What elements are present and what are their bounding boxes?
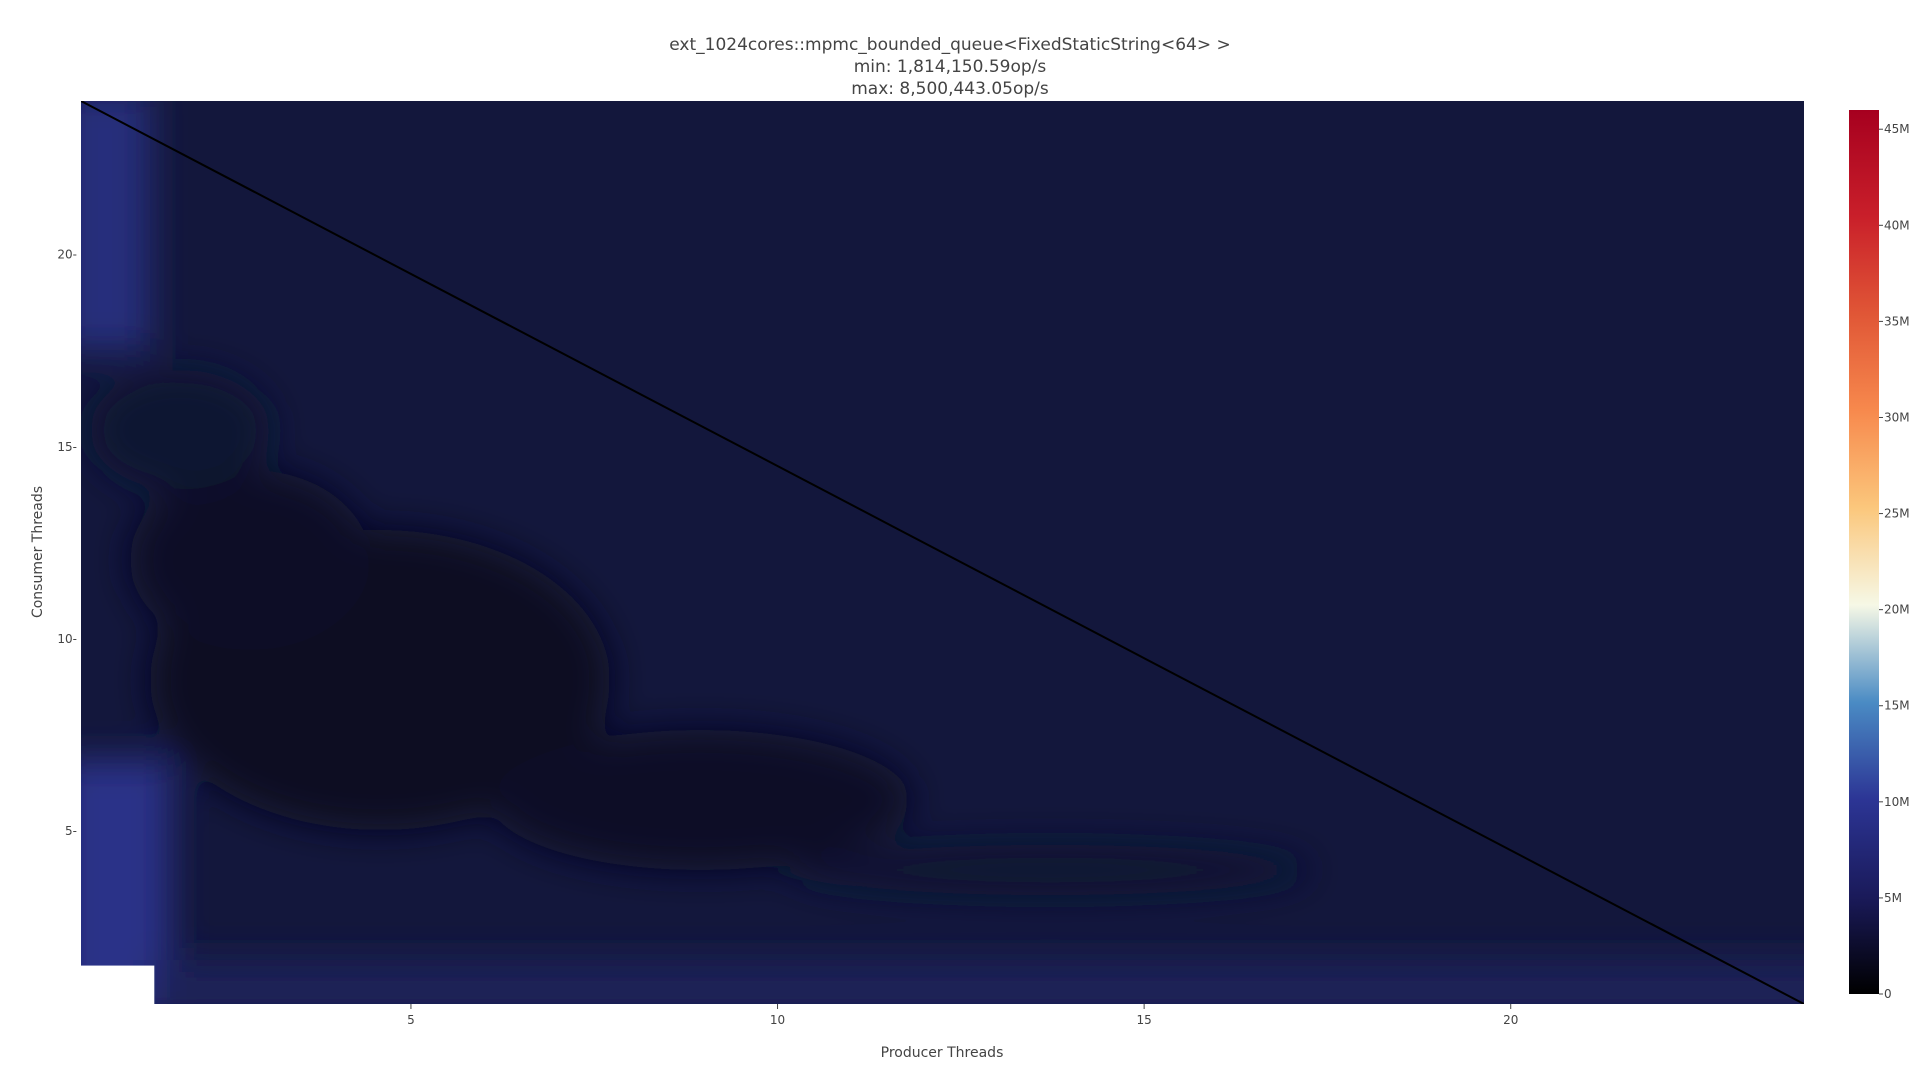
colorbar-tick-label: 25M: [1884, 507, 1910, 521]
chart-subtitle-max: max: 8,500,443.05op/s: [851, 79, 1049, 99]
x-axis-title: Producer Threads: [881, 1045, 1004, 1061]
colorbar-tick-label: 35M: [1884, 314, 1910, 328]
x-tick-label: 20: [1503, 1013, 1518, 1027]
y-tick-label: 5-: [65, 824, 77, 838]
colorbar-tick-label: 30M: [1884, 410, 1910, 424]
heatmap-dark-region: [790, 845, 1310, 895]
heatmap-dark-region: [490, 730, 910, 870]
heatmap-shading: [81, 101, 1804, 1004]
heatmap-bright-bottom-row: [150, 960, 1804, 1004]
heatmap-dark-region: [130, 470, 370, 650]
y-tick-label: 15-: [57, 440, 77, 454]
colorbar: 0 5M 10M 15M 20M 25M 30M 35M 40M 45M: [1849, 110, 1910, 1001]
colorbar-tick-label: 10M: [1884, 795, 1910, 809]
colorbar-ticks: 0 5M 10M 15M 20M 25M 30M 35M 40M 45M: [1879, 122, 1910, 1001]
colorbar-tick-label: 5M: [1884, 891, 1902, 905]
heatmap-missing-cell: [81, 965, 155, 1004]
y-tick-label: 10-: [57, 632, 77, 646]
colorbar-bar: [1849, 110, 1879, 994]
x-tick-label: 10: [770, 1013, 785, 1027]
heatmap-dark-region: [90, 370, 270, 490]
diagonal-reference-line: [81, 101, 1804, 1004]
chart-subtitle-min: min: 1,814,150.59op/s: [854, 57, 1047, 77]
y-axis-title: Consumer Threads: [30, 486, 46, 618]
y-axis-ticks: 5- 10- 15- 20-: [57, 248, 77, 838]
x-axis-ticks: 5 10 15 20: [407, 1004, 1518, 1027]
colorbar-tick-label: 20M: [1884, 603, 1910, 617]
y-tick-label: 20-: [57, 248, 77, 262]
heatmap-plot: [81, 101, 1804, 1004]
colorbar-tick-label: 15M: [1884, 699, 1910, 713]
x-tick-label: 15: [1136, 1013, 1151, 1027]
x-tick-label: 5: [407, 1013, 415, 1027]
heatmap-bright-left-top: [81, 101, 150, 350]
chart-title: ext_1024cores::mpmc_bounded_queue<FixedS…: [669, 35, 1231, 55]
colorbar-tick-label: 40M: [1884, 218, 1910, 232]
colorbar-tick-label: 45M: [1884, 122, 1910, 136]
colorbar-tick-label: 0: [1884, 987, 1892, 1001]
